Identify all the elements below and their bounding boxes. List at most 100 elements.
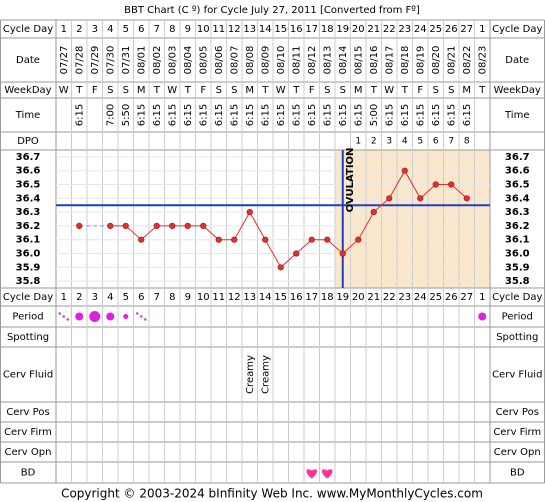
y-tick-label: 35.9 bbox=[505, 262, 530, 273]
date: 08/17 bbox=[384, 46, 395, 75]
cycle-day: 25 bbox=[429, 24, 442, 35]
temp-point bbox=[184, 222, 191, 229]
cycle-day: 1 bbox=[479, 24, 485, 35]
cycle-day: 21 bbox=[367, 292, 380, 303]
row-label: Cycle Day bbox=[3, 292, 53, 303]
temp-point bbox=[417, 195, 424, 202]
temp-point bbox=[246, 209, 253, 216]
y-tick-label: 36.1 bbox=[505, 235, 530, 246]
date: 08/15 bbox=[353, 46, 364, 75]
cycle-day: 21 bbox=[367, 24, 380, 35]
row-label: Period bbox=[12, 312, 43, 323]
cycle-day: 20 bbox=[352, 24, 365, 35]
temp-point bbox=[370, 209, 377, 216]
weekday: W bbox=[59, 85, 69, 96]
weekday: S bbox=[324, 85, 330, 96]
cycle-day: 25 bbox=[429, 292, 442, 303]
period-spotting bbox=[144, 318, 147, 321]
row-label: Cerv Opn bbox=[5, 447, 52, 458]
bd-heart bbox=[321, 469, 333, 479]
weekday: T bbox=[401, 85, 409, 96]
row-label: Cycle Day bbox=[492, 292, 542, 303]
row-label: Cerv Pos bbox=[6, 407, 49, 418]
period-dot bbox=[123, 314, 129, 319]
weekday: M bbox=[354, 85, 363, 96]
time: 6:15 bbox=[322, 104, 333, 126]
cycle-day: 5 bbox=[123, 24, 129, 35]
row-label: WeekDay bbox=[494, 85, 541, 96]
temp-point bbox=[262, 236, 269, 243]
date: 08/04 bbox=[183, 46, 194, 75]
y-tick-label: 36.4 bbox=[505, 193, 530, 204]
date: 08/01 bbox=[136, 46, 147, 75]
time: 6:15 bbox=[183, 104, 194, 126]
y-tick-label: 36.7 bbox=[505, 152, 530, 163]
row-label: BD bbox=[21, 468, 36, 479]
cycle-day: 17 bbox=[305, 24, 318, 35]
row-label: Date bbox=[16, 55, 40, 66]
weekday: S bbox=[340, 85, 346, 96]
period-spotting bbox=[62, 315, 65, 318]
y-tick-label: 35.9 bbox=[16, 262, 41, 273]
date: 07/31 bbox=[121, 46, 132, 75]
temp-point bbox=[386, 195, 393, 202]
period-spotting bbox=[58, 312, 61, 315]
y-tick-label: 36.6 bbox=[505, 166, 530, 177]
row-label: DPO bbox=[17, 136, 39, 147]
date: 08/06 bbox=[214, 46, 225, 75]
cerv-fluid: Creamy bbox=[260, 355, 271, 394]
date: 08/20 bbox=[431, 46, 442, 75]
cycle-day: 1 bbox=[61, 292, 67, 303]
row-label: Cerv Fluid bbox=[3, 370, 53, 381]
time: 7:00 bbox=[105, 104, 116, 126]
time: 6:15 bbox=[214, 104, 225, 126]
row-label: Time bbox=[15, 110, 40, 121]
cycle-day: 13 bbox=[243, 24, 256, 35]
chart-title: BBT Chart (C º) for Cycle July 27, 2011 … bbox=[124, 5, 420, 16]
weekday: W bbox=[276, 85, 286, 96]
cycle-day: 22 bbox=[383, 24, 396, 35]
dpo: 7 bbox=[448, 137, 454, 147]
dpo: 3 bbox=[386, 137, 392, 147]
dpo: 2 bbox=[371, 137, 377, 147]
temp-point bbox=[231, 236, 238, 243]
footer: Copyright © 2003-2024 bInfinity Web Inc.… bbox=[61, 487, 483, 501]
dpo: 8 bbox=[464, 137, 470, 147]
date: 08/21 bbox=[446, 46, 457, 75]
cycle-day: 23 bbox=[398, 292, 411, 303]
time: 6:15 bbox=[462, 104, 473, 126]
row-label: Time bbox=[504, 110, 529, 121]
temp-point bbox=[401, 167, 408, 174]
time: 6:15 bbox=[431, 104, 442, 126]
cycle-day: 19 bbox=[336, 292, 349, 303]
time: 6:15 bbox=[291, 104, 302, 126]
y-tick-label: 36.4 bbox=[16, 193, 41, 204]
cycle-day: 5 bbox=[123, 292, 129, 303]
cycle-day: 26 bbox=[445, 24, 458, 35]
dpo: 4 bbox=[402, 137, 408, 147]
temp-point bbox=[355, 236, 362, 243]
cycle-day: 13 bbox=[243, 292, 256, 303]
weekday: F bbox=[417, 85, 423, 96]
temp-point bbox=[463, 195, 470, 202]
period-spotting bbox=[140, 315, 143, 318]
weekday: S bbox=[216, 85, 222, 96]
row-label: Period bbox=[502, 312, 533, 323]
weekday: T bbox=[75, 85, 83, 96]
time: 6:15 bbox=[245, 104, 256, 126]
weekday: S bbox=[433, 85, 439, 96]
dpo: 6 bbox=[433, 137, 439, 147]
time: 6:15 bbox=[167, 104, 178, 126]
temp-point bbox=[448, 181, 455, 188]
date: 08/02 bbox=[152, 46, 163, 75]
cycle-day: 24 bbox=[414, 292, 427, 303]
temp-point bbox=[293, 250, 300, 257]
cycle-day: 8 bbox=[169, 24, 175, 35]
temp-point bbox=[277, 264, 284, 271]
date: 08/07 bbox=[229, 46, 240, 75]
cerv-fluid: Creamy bbox=[245, 355, 256, 394]
temp-point bbox=[324, 236, 331, 243]
time: 6:15 bbox=[446, 104, 457, 126]
row-label: Date bbox=[505, 55, 529, 66]
row-label: Spotting bbox=[496, 332, 538, 343]
